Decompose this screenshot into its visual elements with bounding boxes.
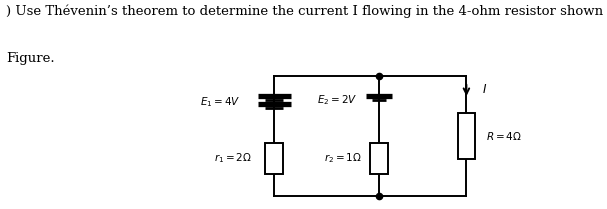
Text: $E_1=4V$: $E_1=4V$: [200, 95, 240, 109]
Text: ) Use Thévenin’s theorem to determine the current I flowing in the 4-ohm resisto: ) Use Thévenin’s theorem to determine th…: [6, 4, 607, 18]
Text: $r_2=1\Omega$: $r_2=1\Omega$: [324, 152, 362, 166]
Text: Figure.: Figure.: [6, 52, 55, 65]
Text: $R=4\Omega$: $R=4\Omega$: [486, 130, 521, 142]
Bar: [458, 113, 475, 159]
Text: $I$: $I$: [482, 83, 487, 96]
Bar: [370, 143, 388, 174]
Text: $r_1=2\Omega$: $r_1=2\Omega$: [214, 152, 253, 166]
Text: $E_2=2V$: $E_2=2V$: [317, 93, 357, 107]
Bar: [265, 143, 283, 174]
